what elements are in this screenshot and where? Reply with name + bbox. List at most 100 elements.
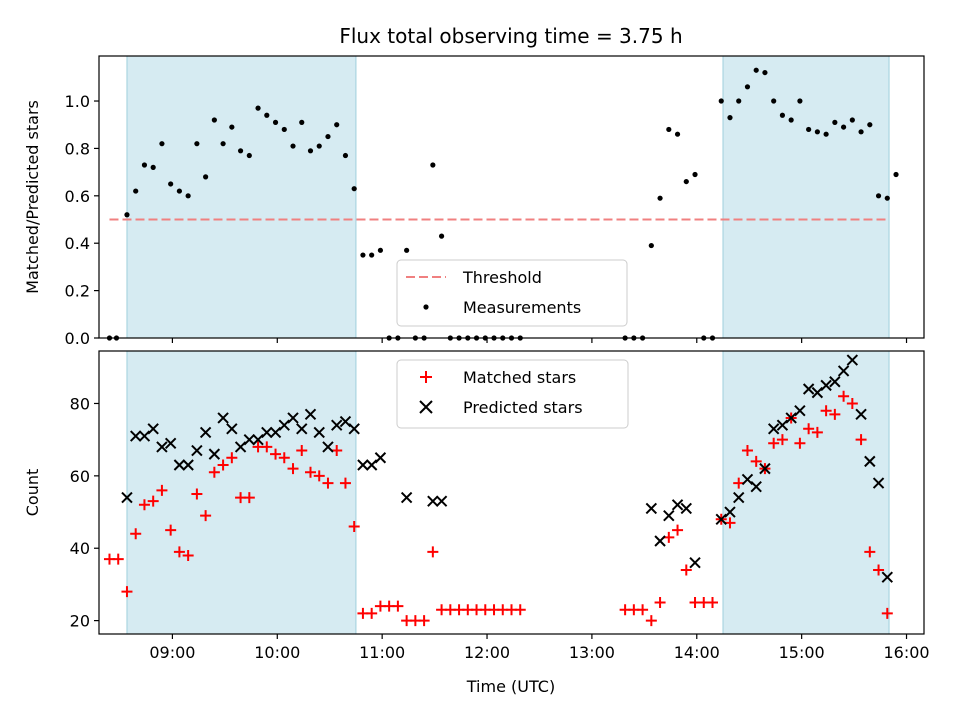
y-tick-label: 0.6: [65, 187, 90, 206]
data-point: [322, 441, 334, 453]
data-point: [671, 499, 684, 511]
data-point: [278, 419, 290, 431]
data-point: [741, 473, 754, 486]
data-point: [779, 112, 786, 118]
y-tick-label: 0.2: [65, 282, 90, 301]
data-point: [191, 488, 203, 500]
data-point: [873, 564, 885, 576]
data-point: [849, 117, 855, 123]
x-tick-label: 13:00: [569, 643, 615, 662]
data-point: [325, 133, 331, 140]
y-tick-label: 0.0: [65, 329, 90, 348]
data-point: [246, 152, 252, 159]
y-tick-label: 1.0: [65, 92, 90, 111]
legend-swatch: [419, 400, 433, 414]
data-point: [724, 517, 736, 529]
data-point: [191, 444, 203, 457]
data-point: [864, 546, 876, 558]
data-point: [832, 119, 838, 125]
x-tick-label: 11:00: [359, 643, 405, 662]
data-point: [281, 126, 287, 133]
data-point: [147, 423, 159, 435]
data-point: [130, 528, 142, 540]
data-point: [237, 148, 244, 154]
data-point: [121, 586, 133, 598]
data-point: [200, 510, 212, 522]
data-point: [785, 412, 797, 424]
legend-label: Matched stars: [463, 368, 576, 387]
legend-label: Threshold: [462, 268, 542, 287]
data-point: [663, 509, 675, 522]
data-point: [881, 607, 893, 619]
x-tick-label: 16:00: [883, 643, 929, 662]
data-point: [147, 495, 159, 507]
data-point: [858, 129, 864, 135]
data-point: [138, 430, 151, 442]
data-point: [252, 433, 264, 446]
data-point: [377, 247, 384, 253]
data-point: [645, 615, 657, 627]
data-point: [176, 188, 183, 194]
data-point: [287, 412, 299, 424]
bottom-panel-count: 20 40 60 80 09:00 10:00 11:00 12:00 13:00 14:00 15…: [23, 350, 930, 662]
data-point: [374, 452, 387, 464]
data-point: [400, 491, 413, 504]
data-point: [129, 430, 142, 442]
legend-item: Measurements: [423, 298, 581, 317]
data-point: [366, 607, 378, 619]
data-point: [304, 466, 316, 478]
legend-swatch: [423, 304, 429, 310]
data-point: [733, 491, 745, 504]
data-point: [360, 252, 366, 258]
data-point: [369, 252, 375, 258]
data-point: [313, 426, 325, 439]
data-point: [767, 423, 780, 435]
data-point: [159, 141, 165, 147]
data-point: [802, 383, 815, 395]
legend-label: Measurements: [463, 298, 581, 317]
data-point: [820, 379, 832, 392]
data-point: [243, 433, 256, 446]
data-point: [185, 193, 191, 199]
data-point: [855, 408, 867, 421]
data-point: [864, 455, 876, 468]
data-point: [173, 546, 185, 558]
data-point: [141, 162, 148, 168]
data-point: [733, 477, 745, 489]
observing-window-2: [722, 55, 890, 339]
data-point: [806, 126, 812, 133]
data-point: [666, 126, 672, 133]
data-point: [208, 466, 220, 478]
data-point: [680, 564, 692, 576]
data-point: [715, 513, 727, 525]
y-axis-label: Count: [23, 469, 42, 517]
data-point: [290, 143, 296, 149]
data-point: [124, 212, 130, 218]
data-point: [674, 131, 681, 137]
x-axis-label: Time (UTC): [466, 677, 555, 696]
data-point: [261, 426, 273, 439]
data-point: [692, 171, 698, 178]
data-point: [217, 412, 229, 424]
axes-frame: [98, 350, 925, 635]
data-point: [156, 484, 168, 496]
data-point: [150, 164, 156, 170]
data-point: [342, 152, 349, 159]
data-point: [365, 459, 378, 471]
data-point: [269, 426, 282, 439]
top-panel-ratio: 0.0 0.2 0.4 0.6 0.8 1.0 Matched/Predicted star…: [23, 55, 925, 348]
data-point: [278, 452, 290, 464]
data-point: [199, 426, 212, 439]
data-point: [112, 553, 124, 565]
data-point: [234, 441, 247, 453]
data-point: [217, 459, 229, 471]
data-point: [418, 615, 430, 627]
data-point: [304, 408, 317, 421]
data-point: [348, 521, 360, 533]
data-point: [427, 495, 439, 507]
data-point: [840, 124, 847, 130]
axes-frame: [98, 55, 925, 339]
data-point: [736, 98, 742, 104]
data-point: [820, 405, 832, 417]
series-matched-stars: [103, 390, 893, 627]
